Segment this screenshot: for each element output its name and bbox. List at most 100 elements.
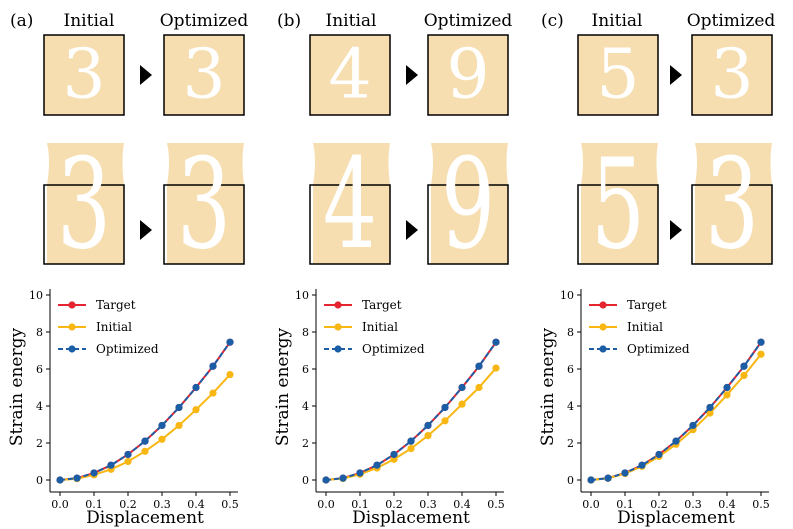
x-tick-label: 0.3 — [419, 498, 437, 511]
x-tick-label: 0.5 — [221, 498, 239, 511]
initial-title: Initial — [592, 11, 643, 31]
y-tick-label: 2 — [567, 437, 574, 450]
data-point-optimized — [356, 469, 364, 477]
deformed-initial-frame — [309, 184, 391, 265]
y-tick-label: 0 — [302, 474, 309, 487]
legend-label-initial: Initial — [362, 320, 398, 334]
strain-energy-chart: Displacement Strain energy 0.0 0.1 0.2 0.3 0… — [538, 289, 770, 528]
deformed-optimized-material — [695, 143, 772, 264]
x-tick-label: 0.5 — [752, 498, 770, 511]
y-tick-label: 10 — [29, 289, 43, 302]
deformed-initial-digit-shape: 5 — [591, 132, 645, 277]
y-axis-label: Strain energy — [538, 328, 558, 447]
data-point-initial — [475, 383, 483, 392]
data-point-optimized — [689, 421, 697, 430]
data-point-optimized — [492, 338, 500, 346]
data-point-optimized — [706, 403, 714, 412]
y-tick-label: 0 — [567, 474, 574, 487]
legend-marker-optimized — [599, 345, 607, 353]
initial-design-square — [43, 34, 125, 116]
initial-digit-shape: 4 — [328, 36, 371, 115]
legend-marker-optimized — [68, 345, 76, 353]
series-line-optimized — [59, 341, 231, 481]
legend-label-initial: Initial — [627, 320, 663, 334]
data-point-optimized — [672, 437, 680, 445]
x-tick-label: 0.0 — [51, 498, 69, 511]
series-line-target — [590, 341, 762, 481]
arrow-icon — [670, 65, 682, 85]
data-point-initial — [740, 371, 748, 380]
data-point-initial — [492, 364, 500, 372]
data-point-optimized — [73, 474, 81, 482]
legend-label-target: Target — [362, 298, 402, 312]
deformed-initial-material — [47, 143, 124, 264]
data-point-optimized — [141, 437, 149, 445]
optimized-digit-shape: 9 — [446, 36, 489, 115]
series-line-optimized — [325, 341, 497, 481]
deformed-optimized-digit-shape: 9 — [441, 132, 495, 277]
deformed-initial-material — [581, 143, 658, 264]
data-point-initial — [424, 432, 432, 440]
legend-label-target: Target — [96, 298, 136, 312]
optimized-title: Optimized — [160, 11, 249, 31]
data-point-optimized — [90, 469, 98, 477]
y-tick-label: 4 — [302, 400, 309, 413]
initial-title: Initial — [326, 11, 377, 31]
series-line-initial — [325, 367, 497, 481]
x-tick-label: 0.4 — [187, 498, 205, 511]
y-tick-label: 4 — [36, 400, 43, 413]
data-point-initial — [441, 417, 449, 425]
y-tick-label: 10 — [560, 289, 574, 302]
initial-digit-shape: 5 — [596, 36, 639, 115]
legend-label-optimized: Optimized — [96, 342, 159, 356]
deformed-optimized-frame — [691, 184, 773, 265]
data-point-initial — [141, 447, 149, 455]
data-point-optimized — [458, 383, 466, 392]
data-point-optimized — [441, 403, 449, 412]
x-tick-label: 0.0 — [317, 498, 335, 511]
deformed-optimized-frame — [163, 184, 245, 265]
data-point-optimized — [322, 476, 330, 484]
data-point-optimized — [56, 476, 64, 484]
data-point-optimized — [621, 469, 629, 477]
legend-marker-target — [334, 301, 342, 309]
initial-digit-shape: 3 — [62, 36, 105, 115]
x-tick-label: 0.0 — [582, 498, 600, 511]
legend-marker-initial — [68, 323, 76, 331]
arrow-icon — [140, 65, 152, 85]
data-point-initial — [458, 400, 466, 408]
deformed-optimized-material — [167, 143, 244, 264]
x-tick-label: 0.2 — [650, 498, 668, 511]
deformed-initial-material — [313, 143, 390, 264]
panel-c: (c) Initial Optimized 5 3 5 3 Displaceme… — [538, 11, 775, 528]
deformed-initial-frame — [43, 184, 125, 265]
panel-b: (b) Initial Optimized 4 9 4 9 Displaceme… — [273, 11, 512, 528]
series-line-initial — [590, 353, 762, 481]
x-tick-label: 0.1 — [85, 498, 103, 511]
data-point-optimized — [158, 421, 166, 430]
y-axis-label: Strain energy — [7, 328, 27, 447]
deformed-initial-frame — [577, 184, 659, 265]
legend-marker-target — [68, 301, 76, 309]
data-point-optimized — [107, 461, 115, 469]
data-point-initial — [706, 409, 714, 417]
x-tick-label: 0.3 — [153, 498, 171, 511]
x-axis-label: Displacement — [617, 508, 735, 528]
data-point-optimized — [209, 362, 217, 370]
y-tick-label: 10 — [295, 289, 309, 302]
y-tick-label: 4 — [567, 400, 574, 413]
y-tick-label: 8 — [36, 326, 43, 339]
data-point-optimized — [723, 383, 731, 392]
legend-marker-optimized — [334, 345, 342, 353]
y-tick-label: 2 — [36, 437, 43, 450]
x-tick-label: 0.2 — [119, 498, 137, 511]
x-tick-label: 0.4 — [453, 498, 471, 511]
data-point-optimized — [638, 461, 646, 469]
optimized-title: Optimized — [687, 11, 776, 31]
arrow-icon — [406, 220, 418, 240]
y-tick-label: 8 — [567, 326, 574, 339]
data-point-initial — [158, 435, 166, 443]
y-tick-label: 6 — [567, 363, 574, 376]
series-line-initial — [59, 373, 231, 481]
initial-design-square — [309, 34, 391, 116]
